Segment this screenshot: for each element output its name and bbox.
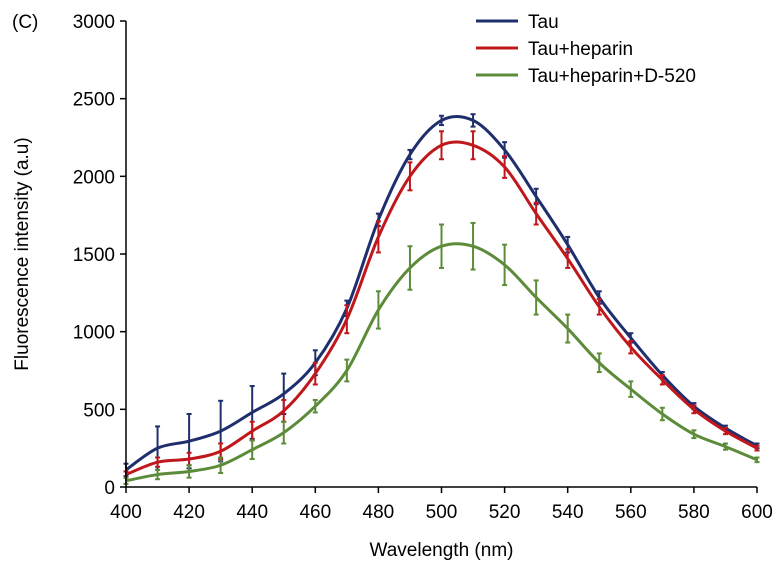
series-3 [124, 223, 760, 484]
series-2 [124, 131, 760, 477]
x-tick-label: 580 [678, 502, 710, 523]
x-tick-label: 540 [552, 502, 584, 523]
x-tick-label: 560 [615, 502, 647, 523]
x-axis-title: Wavelength (nm) [370, 540, 514, 561]
y-tick-label: 0 [104, 478, 115, 499]
x-tick-label: 460 [299, 502, 331, 523]
x-tick-label: 480 [363, 502, 395, 523]
y-tick-label: 500 [83, 400, 115, 421]
legend-label-1: Tau [528, 12, 559, 33]
legend: Tau Tau+heparin Tau+heparin+D-520 [476, 12, 696, 87]
x-tick-label: 500 [426, 502, 458, 523]
plot-series-group [124, 114, 760, 484]
y-axis-title: Fluorescence intensity (a.u) [12, 137, 33, 370]
y-tick-label: 1000 [73, 323, 115, 344]
y-tick-label: 3000 [73, 12, 115, 33]
legend-label-3: Tau+heparin+D-520 [528, 66, 696, 87]
x-tick-label: 400 [110, 502, 142, 523]
y-tick-label: 1500 [73, 245, 115, 266]
series-1 [124, 114, 760, 476]
y-tick-label: 2000 [73, 167, 115, 188]
x-tick-label: 420 [173, 502, 205, 523]
x-tick-label: 600 [741, 502, 773, 523]
panel-label: (C) [12, 12, 38, 33]
x-tick-label: 440 [236, 502, 268, 523]
axes-group: 0 500 1000 1500 2000 2500 3000 400 420 440 460 480 5… [73, 12, 773, 523]
legend-label-2: Tau+heparin [528, 39, 633, 60]
x-tick-label: 520 [489, 502, 521, 523]
y-tick-label: 2500 [73, 90, 115, 111]
